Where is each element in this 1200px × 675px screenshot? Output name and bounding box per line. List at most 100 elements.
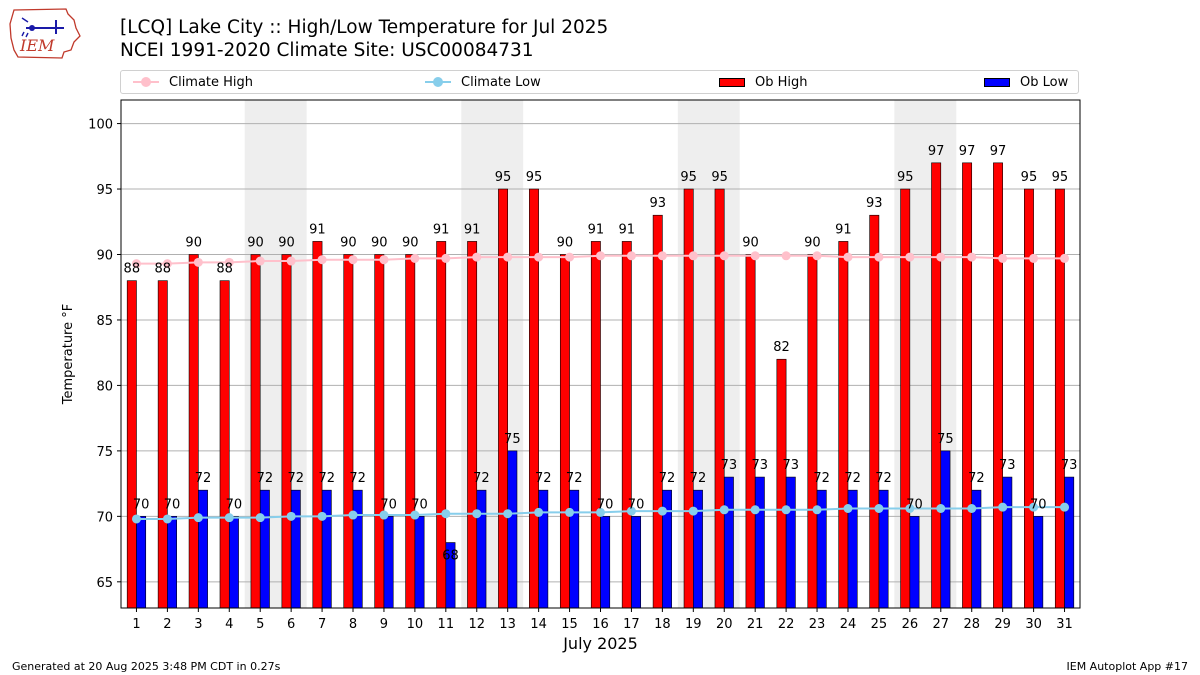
climate-high-point	[255, 256, 265, 266]
ob-low-bar	[754, 476, 765, 609]
climate-low-point	[472, 509, 482, 519]
ob-high-value-label: 97	[928, 144, 945, 159]
ob-low-bar	[228, 516, 239, 609]
chart-subtitle: NCEI 1991-2020 Climate Site: USC00084731	[120, 40, 534, 61]
climate-low-point	[410, 510, 420, 520]
climate-high-point	[596, 251, 605, 261]
ob-high-value-label: 93	[649, 196, 666, 211]
ob-high-value-label: 95	[897, 170, 914, 185]
ob-high-bar	[993, 162, 1003, 609]
ob-low-bar	[507, 450, 518, 609]
ob-high-bar	[962, 162, 973, 609]
y-tick-label: 100	[88, 118, 113, 133]
x-tick-label: 25	[871, 617, 888, 632]
climate-low-point	[224, 513, 234, 523]
ob-low-value-label: 72	[659, 471, 676, 486]
x-tick-label: 24	[840, 617, 857, 632]
ob-high-value-label: 95	[1021, 170, 1038, 185]
ob-high-bar	[498, 188, 508, 609]
climate-low-point	[348, 510, 358, 520]
ob-low-value-label: 72	[968, 471, 985, 486]
ob-high-value-label: 91	[835, 222, 852, 237]
ob-low-bar	[259, 489, 270, 609]
chart-title: [LCQ] Lake City :: High/Low Temperature …	[120, 17, 609, 38]
ob-low-value-label: 72	[473, 471, 490, 486]
climate-high-point	[410, 253, 420, 263]
x-tick-label: 19	[685, 617, 702, 632]
ob-high-bar	[1054, 188, 1065, 609]
ob-high-bar	[869, 214, 880, 609]
ob-low-value-label: 72	[813, 471, 830, 486]
ob-low-value-label: 70	[411, 497, 428, 512]
ob-low-value-label: 70	[628, 497, 645, 512]
ob-high-bar	[312, 241, 323, 609]
x-tick-label: 23	[809, 617, 826, 632]
ob-low-value-label: 73	[999, 458, 1016, 473]
x-tick-label: 15	[561, 617, 578, 632]
ob-low-bar	[940, 450, 951, 609]
ob-high-value-label: 88	[154, 262, 171, 277]
x-tick-label: 5	[256, 617, 264, 632]
climate-low-point	[193, 513, 203, 523]
ob-low-bar	[1033, 516, 1044, 609]
ob-high-value-label: 97	[959, 144, 976, 159]
y-axis-title: Temperature °F	[61, 304, 76, 405]
ob-high-bar	[559, 254, 570, 609]
y-tick-label: 85	[96, 314, 113, 329]
ob-low-value-label: 72	[349, 471, 366, 486]
climate-high-point	[472, 252, 482, 262]
climate-low-point	[596, 507, 605, 517]
ob-low-bar	[600, 516, 611, 609]
x-tick-label: 17	[623, 617, 640, 632]
ob-low-value-label: 72	[535, 471, 552, 486]
climate-low-point	[936, 503, 946, 513]
legend-label: Climate High	[169, 74, 254, 90]
ob-high-bar	[529, 188, 539, 609]
ob-low-bar	[1002, 476, 1013, 609]
y-tick-label: 95	[96, 183, 113, 198]
climate-low-point	[967, 503, 977, 513]
ob-high-swatch	[719, 77, 745, 87]
climate-high-point	[224, 257, 234, 267]
climate-high-point	[1029, 253, 1039, 263]
climate-low-point	[905, 503, 915, 513]
climate-low-point	[812, 505, 822, 515]
climate-low-point	[131, 514, 141, 524]
ob-low-value-label: 70	[906, 497, 923, 512]
ob-high-bar	[219, 280, 230, 609]
climate-low-point	[626, 506, 636, 516]
legend-label: Ob High	[755, 74, 808, 90]
ob-high-value-label: 93	[866, 196, 883, 211]
ob-high-value-label: 91	[619, 222, 636, 237]
ob-low-value-label: 75	[937, 432, 954, 447]
climate-low-point	[286, 511, 296, 521]
legend-ob-low: Ob Low	[984, 71, 1068, 93]
ob-high-value-label: 90	[340, 235, 357, 250]
ob-low-value-label: 72	[844, 471, 861, 486]
ob-low-value-label: 72	[566, 471, 583, 486]
x-tick-label: 14	[530, 617, 547, 632]
x-tick-label: 11	[438, 617, 455, 632]
ob-high-value-label: 97	[990, 144, 1007, 159]
x-tick-label: 16	[592, 617, 609, 632]
ob-high-value-label: 90	[742, 235, 759, 250]
x-tick-label: 8	[349, 617, 357, 632]
x-tick-label: 26	[902, 617, 919, 632]
ob-low-value-label: 72	[195, 471, 212, 486]
ob-high-bar	[652, 214, 663, 609]
climate-high-point	[812, 251, 822, 261]
x-tick-label: 10	[407, 617, 424, 632]
ob-high-bar	[745, 254, 756, 609]
ob-low-bar	[136, 516, 147, 609]
x-axis-title: July 2025	[562, 634, 638, 653]
climate-high-point	[565, 252, 575, 262]
climate-low-point	[534, 507, 544, 517]
ob-low-value-label: 72	[875, 471, 892, 486]
ob-high-value-label: 91	[464, 222, 481, 237]
climate-low-point	[998, 502, 1008, 512]
ob-low-bar	[167, 516, 177, 609]
ob-low-value-label: 73	[721, 458, 738, 473]
climate-high-point	[503, 252, 513, 262]
legend-label: Ob Low	[1020, 74, 1069, 90]
